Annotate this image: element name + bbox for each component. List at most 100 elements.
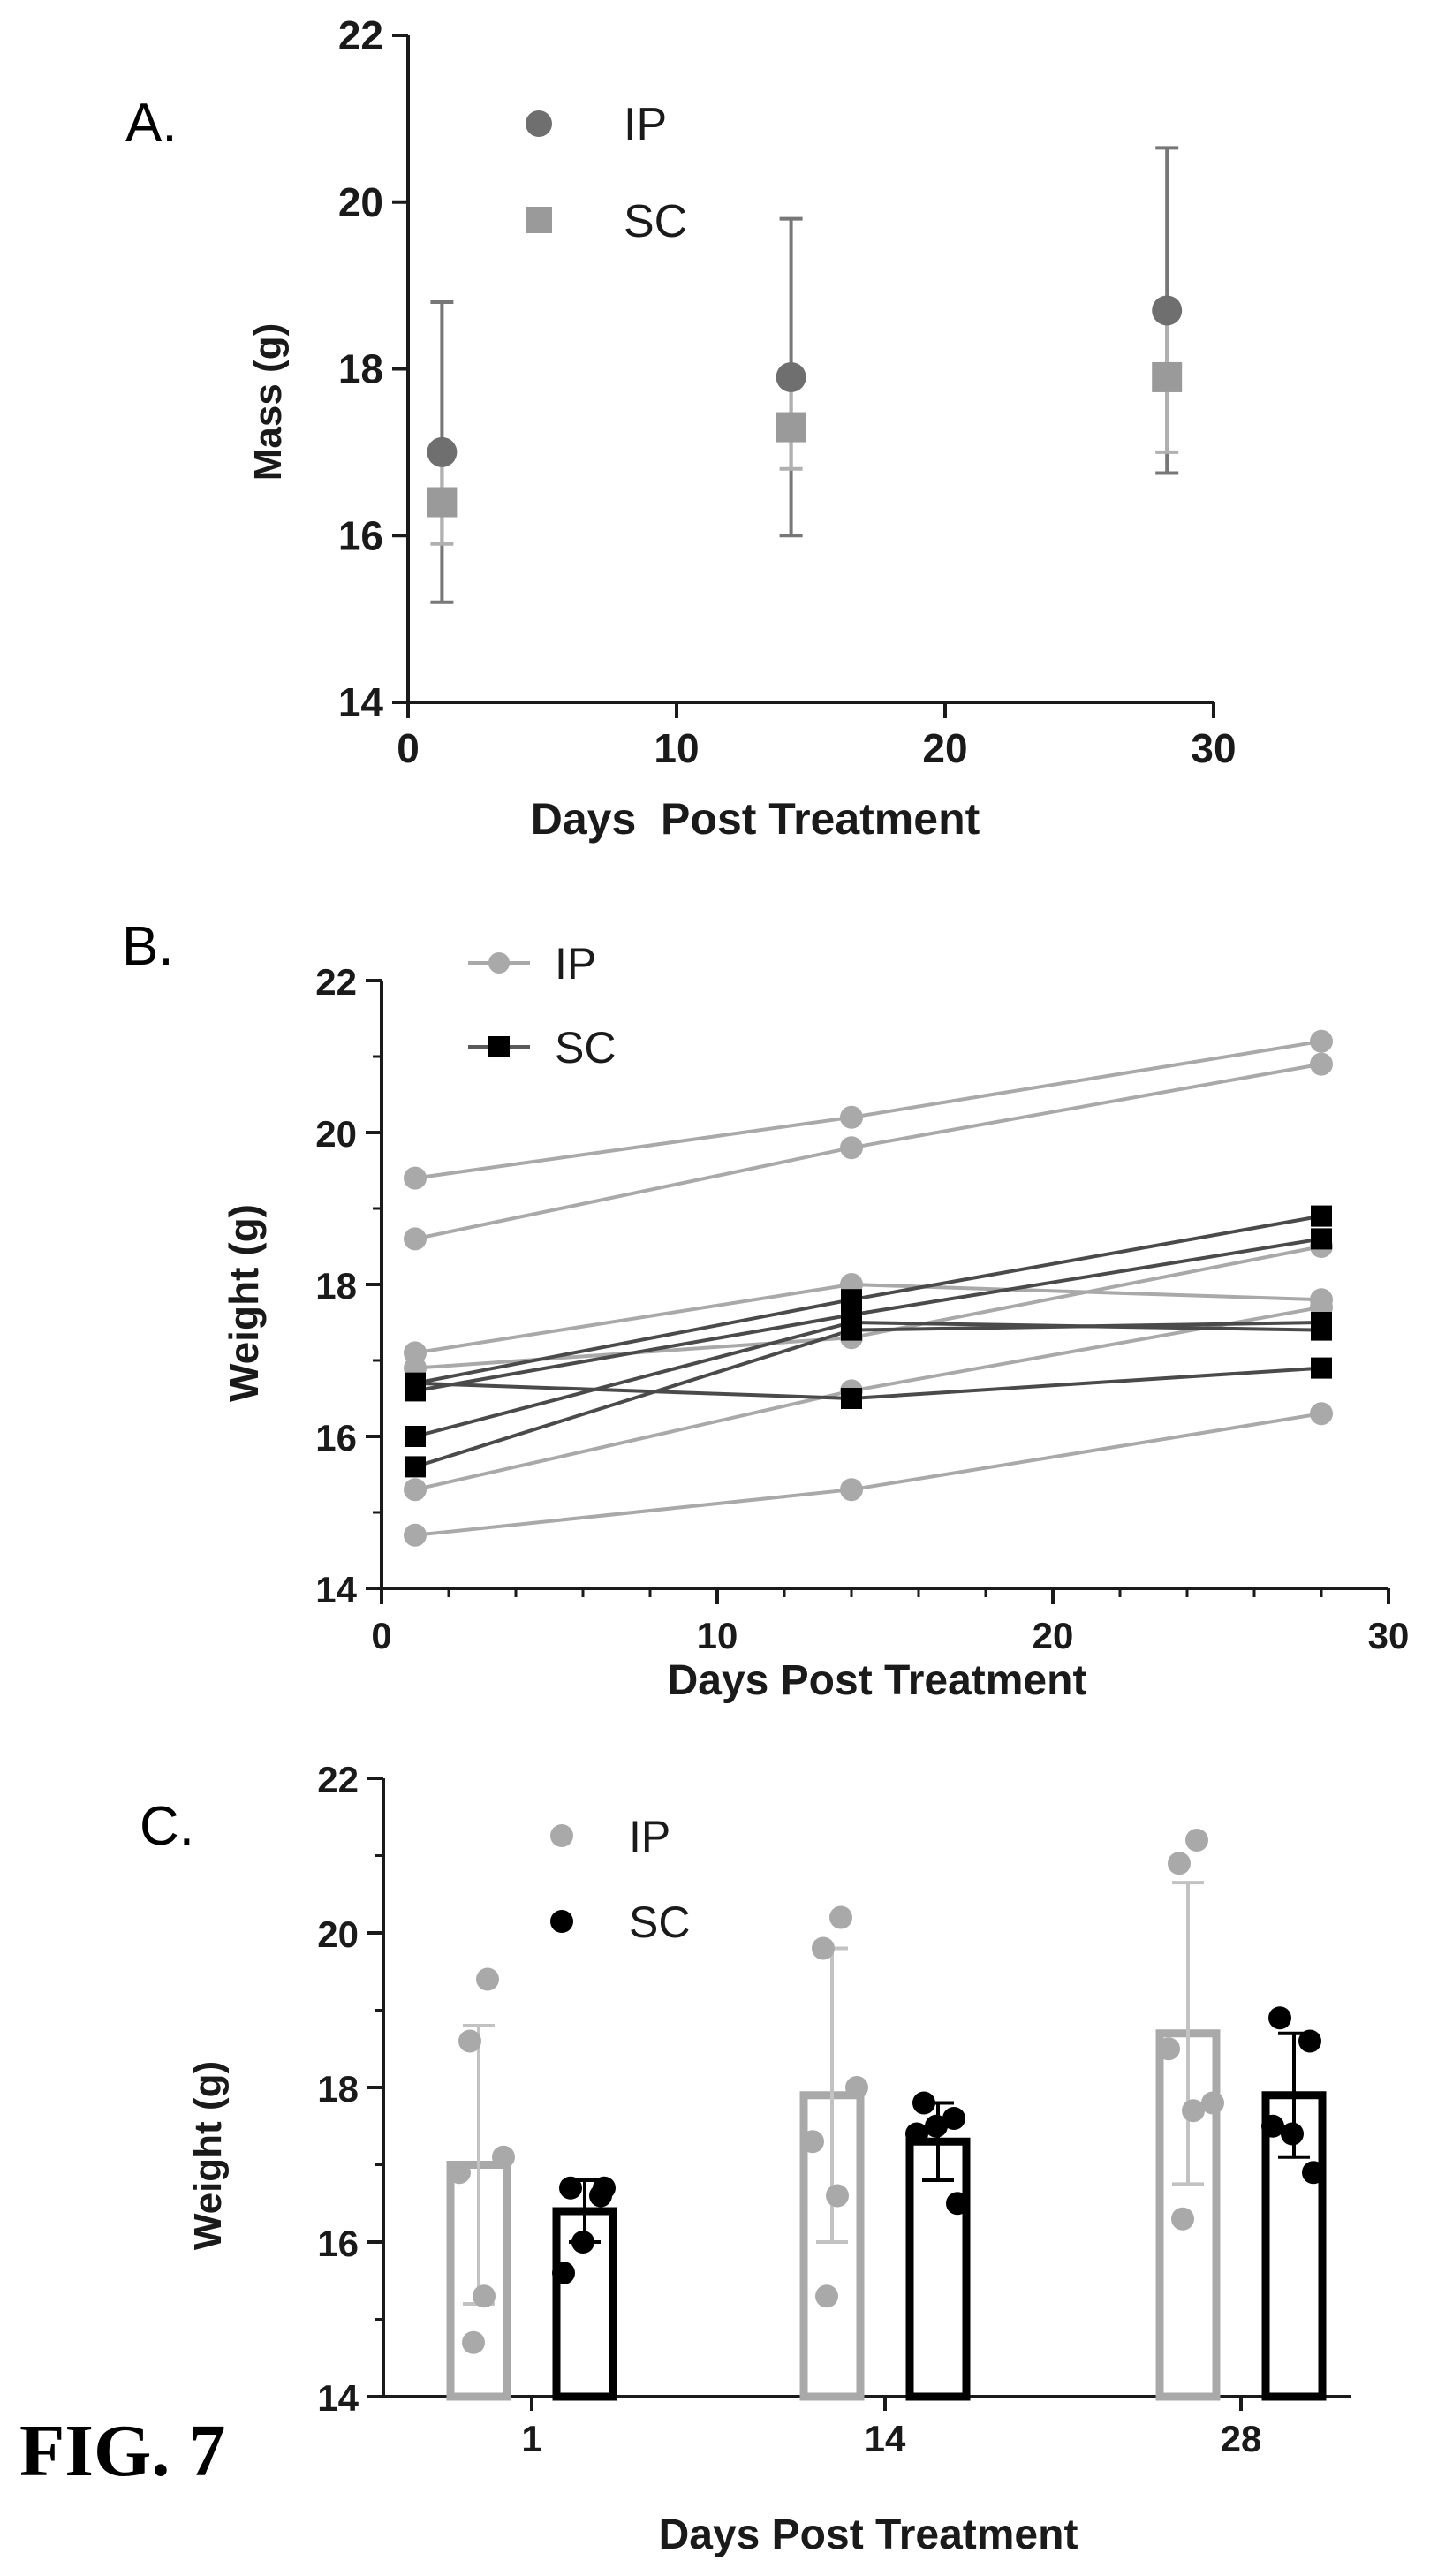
sc-point xyxy=(946,2192,969,2216)
ip-subject-line xyxy=(414,1062,1322,1241)
sc-point xyxy=(405,1426,426,1447)
sc-point xyxy=(1298,2029,1321,2053)
y-tick-label: 14 xyxy=(315,1569,357,1610)
sc-point xyxy=(1268,2006,1291,2030)
legend-ip-circle-icon xyxy=(526,110,552,137)
ip-point xyxy=(1182,2099,1205,2123)
panel-c-xlabel: Days Post Treatment xyxy=(659,2512,1078,2558)
ip-point xyxy=(404,1478,427,1502)
ip-point xyxy=(1152,295,1183,326)
panel-b-ylabel: Weight (g) xyxy=(221,1204,267,1402)
sc-point xyxy=(1302,2161,1325,2185)
ip-point xyxy=(845,2076,868,2099)
legend-sc-square-icon xyxy=(526,207,552,233)
legend-ip-label: IP xyxy=(624,99,667,150)
ip-point xyxy=(476,1967,499,1991)
ip-subject-line xyxy=(414,1282,1322,1355)
ip-point xyxy=(815,2284,838,2308)
y-tick-label: 22 xyxy=(317,1759,359,1800)
figure-label: FIG. 7 xyxy=(19,2410,225,2492)
sc-point xyxy=(559,2176,582,2200)
panel-a: A. 14 16 18 20 22 0 10 20 30 IP SC Days Post Tre… xyxy=(125,12,1237,844)
panel-c-label: C. xyxy=(140,1796,194,1857)
panel-b: B. 14 16 18 20 22 0 10 20 30 IP SC Days Post Tre… xyxy=(122,916,1409,1704)
ip-subject-line xyxy=(414,1412,1322,1537)
ip-point xyxy=(812,1936,835,1960)
sc-point xyxy=(1311,1357,1332,1379)
legend-ip-label: IP xyxy=(555,939,596,989)
ip-point xyxy=(1310,1052,1333,1076)
sc-point xyxy=(593,2176,616,2200)
panel-b-label: B. xyxy=(122,916,174,977)
y-tick-label: 18 xyxy=(338,346,383,392)
y-tick-label: 18 xyxy=(315,1265,357,1307)
sc-point xyxy=(905,2122,928,2146)
panel-b-axes: 14 16 18 20 22 0 10 20 30 xyxy=(315,961,1409,1656)
legend-sc-label: SC xyxy=(624,196,687,247)
panel-c-marks xyxy=(446,1829,1327,2401)
y-tick-label: 22 xyxy=(315,961,357,1003)
sc-subject-line xyxy=(414,1321,1322,1469)
sc-point xyxy=(942,2107,965,2130)
legend-ip-circle-icon xyxy=(550,1824,573,1847)
ip-point xyxy=(776,361,806,392)
panel-a-axes: 14 16 18 20 22 0 10 20 30 xyxy=(338,12,1237,771)
sc-point xyxy=(912,2091,935,2115)
x-tick-label: 28 xyxy=(1221,2418,1262,2459)
panel-a-xlabel: Days Post Treatment xyxy=(531,794,980,844)
sc-subject-line xyxy=(414,1214,1322,1385)
ip-point xyxy=(492,2145,515,2169)
y-tick-label: 18 xyxy=(317,2068,359,2110)
legend-sc-label: SC xyxy=(555,1023,616,1072)
sc-point xyxy=(776,412,806,443)
legend-sc-label: SC xyxy=(629,1898,690,1947)
ip-point xyxy=(840,1136,863,1160)
sc-point xyxy=(1311,1228,1332,1250)
ip-point xyxy=(1310,1029,1333,1053)
ip-point xyxy=(840,1105,863,1129)
legend-sc-circle-icon xyxy=(550,1910,573,1933)
ip-point xyxy=(829,1905,852,1929)
sc-point xyxy=(841,1388,862,1409)
sc-point xyxy=(1261,2114,1284,2138)
ip-point xyxy=(404,1227,427,1251)
x-tick-label: 30 xyxy=(1368,1615,1410,1656)
x-tick-label: 20 xyxy=(922,725,967,771)
y-tick-label: 20 xyxy=(317,1913,359,1955)
panel-b-legend: IP SC xyxy=(468,939,616,1072)
panel-b-marks xyxy=(404,1029,1333,1547)
ip-point xyxy=(473,2284,496,2308)
x-tick-label: 0 xyxy=(397,725,420,771)
sc-subject-line xyxy=(414,1237,1322,1393)
legend-ip-label: IP xyxy=(629,1812,670,1861)
x-tick-label: 0 xyxy=(371,1615,391,1656)
panel-a-marks xyxy=(427,146,1183,604)
ip-point xyxy=(840,1478,863,1502)
ip-point xyxy=(448,2161,471,2185)
sc-point xyxy=(427,487,458,518)
y-tick-label: 16 xyxy=(315,1417,357,1458)
ip-point xyxy=(1201,2091,1224,2115)
y-tick-label: 14 xyxy=(338,679,384,725)
panel-c-legend: IP SC xyxy=(550,1812,690,1947)
ip-point xyxy=(462,2330,485,2354)
sc-point xyxy=(841,1319,862,1341)
ip-point xyxy=(458,2029,481,2053)
ip-point xyxy=(1310,1402,1333,1426)
sc-subject-line xyxy=(414,1366,1322,1401)
y-tick-label: 14 xyxy=(317,2377,359,2419)
sc-point xyxy=(1152,361,1183,392)
sc-point xyxy=(1281,2122,1304,2146)
ip-point xyxy=(801,2130,824,2154)
sc-point xyxy=(552,2262,575,2284)
ip-point xyxy=(1168,1852,1191,1875)
panel-b-xlabel: Days Post Treatment xyxy=(668,1657,1087,1704)
y-tick-label: 16 xyxy=(317,2223,359,2264)
sc-point xyxy=(571,2231,594,2254)
sc-point xyxy=(1311,1205,1332,1227)
sc-subject-line xyxy=(414,1320,1322,1438)
ip-subject-line xyxy=(414,1245,1322,1370)
sc-point xyxy=(405,1372,426,1394)
panel-a-label: A. xyxy=(125,93,178,154)
